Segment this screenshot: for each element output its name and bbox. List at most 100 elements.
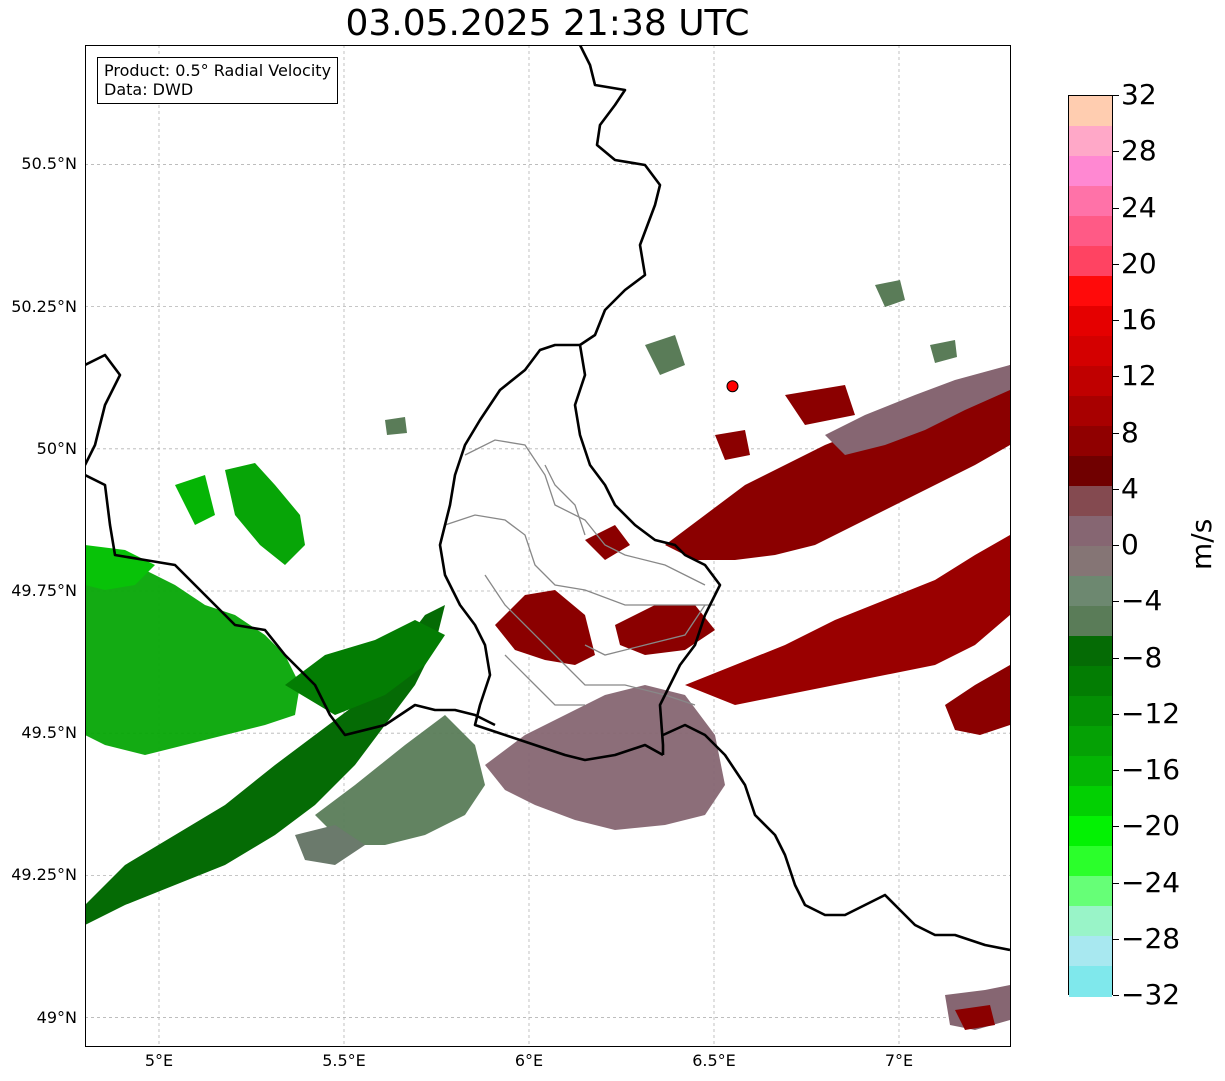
colorbar-tick-label: −12	[1121, 696, 1181, 730]
lat-tick-label: 50°N	[36, 438, 77, 458]
colorbar-tick-label: 0	[1121, 528, 1139, 561]
colorbar-tick-label: 32	[1121, 78, 1157, 111]
colorbar-segment	[1069, 906, 1112, 937]
border-belgium-netherlands	[85, 353, 122, 466]
colorbar-segment	[1069, 306, 1112, 337]
colorbar-tick-mark	[1113, 938, 1119, 940]
colorbar-segment	[1069, 786, 1112, 817]
lat-tick-label: 49°N	[36, 1007, 77, 1027]
colorbar-tick-label: −20	[1121, 809, 1181, 843]
border-france-germany	[662, 723, 1010, 952]
colorbar-tick-mark	[1113, 376, 1119, 378]
info-source: Data: DWD	[104, 80, 194, 99]
echo-red-se-corner	[955, 1005, 995, 1030]
lon-tick-label: 5.5°E	[322, 1051, 366, 1070]
lat-tick-label: 50.25°N	[11, 296, 77, 316]
colorbar-segment	[1069, 336, 1112, 367]
colorbar-segment	[1069, 756, 1112, 787]
colorbar-segment	[1069, 426, 1112, 457]
info-box: Product: 0.5° Radial Velocity Data: DWD	[97, 57, 339, 104]
colorbar-segment	[1069, 816, 1112, 847]
internal-boundaries	[444, 439, 715, 706]
colorbar-segment	[1069, 516, 1112, 547]
colorbar-tick-mark	[1113, 657, 1119, 659]
colorbar-segment	[1069, 966, 1112, 997]
colorbar-tick-label: 20	[1121, 246, 1157, 280]
echo-red-lux	[495, 590, 595, 665]
colorbar-tick-label: −28	[1121, 921, 1181, 955]
border-belgium-france	[85, 473, 496, 737]
colorbar-segment	[1069, 456, 1112, 487]
lat-tick-label: 49.25°N	[11, 865, 77, 885]
echo-dark-green-band-2	[285, 620, 445, 715]
colorbar-segment	[1069, 636, 1112, 667]
radar-site-marker[interactable]	[726, 380, 739, 393]
colorbar-segment	[1069, 366, 1112, 397]
colorbar-segment	[1069, 666, 1112, 697]
lon-tick-label: 7°E	[884, 1051, 914, 1070]
echo-green-west-2	[85, 545, 155, 590]
colorbar-segment	[1069, 606, 1112, 637]
colorbar-tick-label: −8	[1121, 640, 1163, 674]
colorbar-segment	[1069, 936, 1112, 967]
echo-zero-band-gray	[295, 825, 365, 865]
echo-green-west	[85, 555, 300, 755]
echo-red-east	[685, 535, 1010, 705]
colorbar-segment	[1069, 246, 1112, 277]
echo-red-se	[945, 665, 1010, 735]
country-borders	[85, 45, 1010, 952]
colorbar-segment	[1069, 846, 1112, 877]
colorbar-segment	[1069, 276, 1112, 307]
colorbar-tick-label: 24	[1121, 190, 1157, 224]
lat-tick-label: 49.5°N	[21, 723, 77, 743]
colorbar-tick-mark	[1113, 207, 1119, 209]
radar-map-canvas	[85, 45, 1010, 1046]
colorbar-tick-label: −4	[1121, 584, 1163, 618]
echo-zero-band	[315, 715, 485, 845]
echo-mauve-ne-band	[825, 365, 1010, 455]
radar-echoes	[85, 280, 1010, 1030]
colorbar-tick-mark	[1113, 263, 1119, 265]
echo-dark-green-band	[85, 605, 445, 925]
lon-tick-label: 6.5°E	[692, 1051, 736, 1070]
colorbar-segment	[1069, 546, 1112, 577]
colorbar-tick-mark	[1113, 882, 1119, 884]
colorbar-segment	[1069, 576, 1112, 607]
colorbar-tick-mark	[1113, 770, 1119, 771]
velocity-colorbar	[1068, 95, 1113, 997]
colorbar-tick-mark	[1113, 320, 1119, 321]
colorbar-segment	[1069, 216, 1112, 247]
colorbar-segment	[1069, 876, 1112, 907]
lon-tick-label: 5°E	[144, 1051, 174, 1070]
colorbar-tick-label: 12	[1121, 359, 1157, 393]
echo-red-lux-2	[615, 605, 715, 655]
colorbar-tick-mark	[1113, 545, 1119, 546]
colorbar-tick-label: 8	[1121, 415, 1139, 449]
colorbar-unit-label: m/s	[1185, 518, 1218, 570]
colorbar-segment	[1069, 186, 1112, 217]
border-luxembourg	[438, 343, 664, 762]
colorbar-tick-mark	[1113, 826, 1119, 828]
colorbar-segment	[1069, 486, 1112, 517]
info-product: Product: 0.5° Radial Velocity	[104, 61, 332, 80]
map-title: 03.05.2025 21:38 UTC	[345, 3, 750, 44]
lon-tick-label: 6°E	[514, 1051, 544, 1070]
echo-green-spots-north	[385, 280, 957, 435]
border-germany-west	[573, 45, 722, 755]
colorbar-tick-label: 16	[1121, 303, 1157, 336]
colorbar-tick-label: 28	[1121, 134, 1157, 168]
colorbar-tick-mark	[1113, 713, 1119, 715]
colorbar-segment	[1069, 726, 1112, 757]
colorbar-tick-mark	[1113, 995, 1119, 996]
colorbar-tick-mark	[1113, 601, 1119, 603]
colorbar-tick-mark	[1113, 488, 1119, 490]
colorbar-segment	[1069, 126, 1112, 157]
echo-red-spots-north	[715, 385, 855, 460]
radar-map[interactable]	[85, 45, 1010, 1046]
colorbar-segment	[1069, 396, 1112, 427]
colorbar-tick-label: −32	[1121, 978, 1181, 1011]
echo-green-north	[225, 463, 305, 565]
gridlines	[85, 45, 1010, 1046]
colorbar-segment	[1069, 96, 1112, 127]
colorbar-tick-label: −16	[1121, 753, 1181, 786]
